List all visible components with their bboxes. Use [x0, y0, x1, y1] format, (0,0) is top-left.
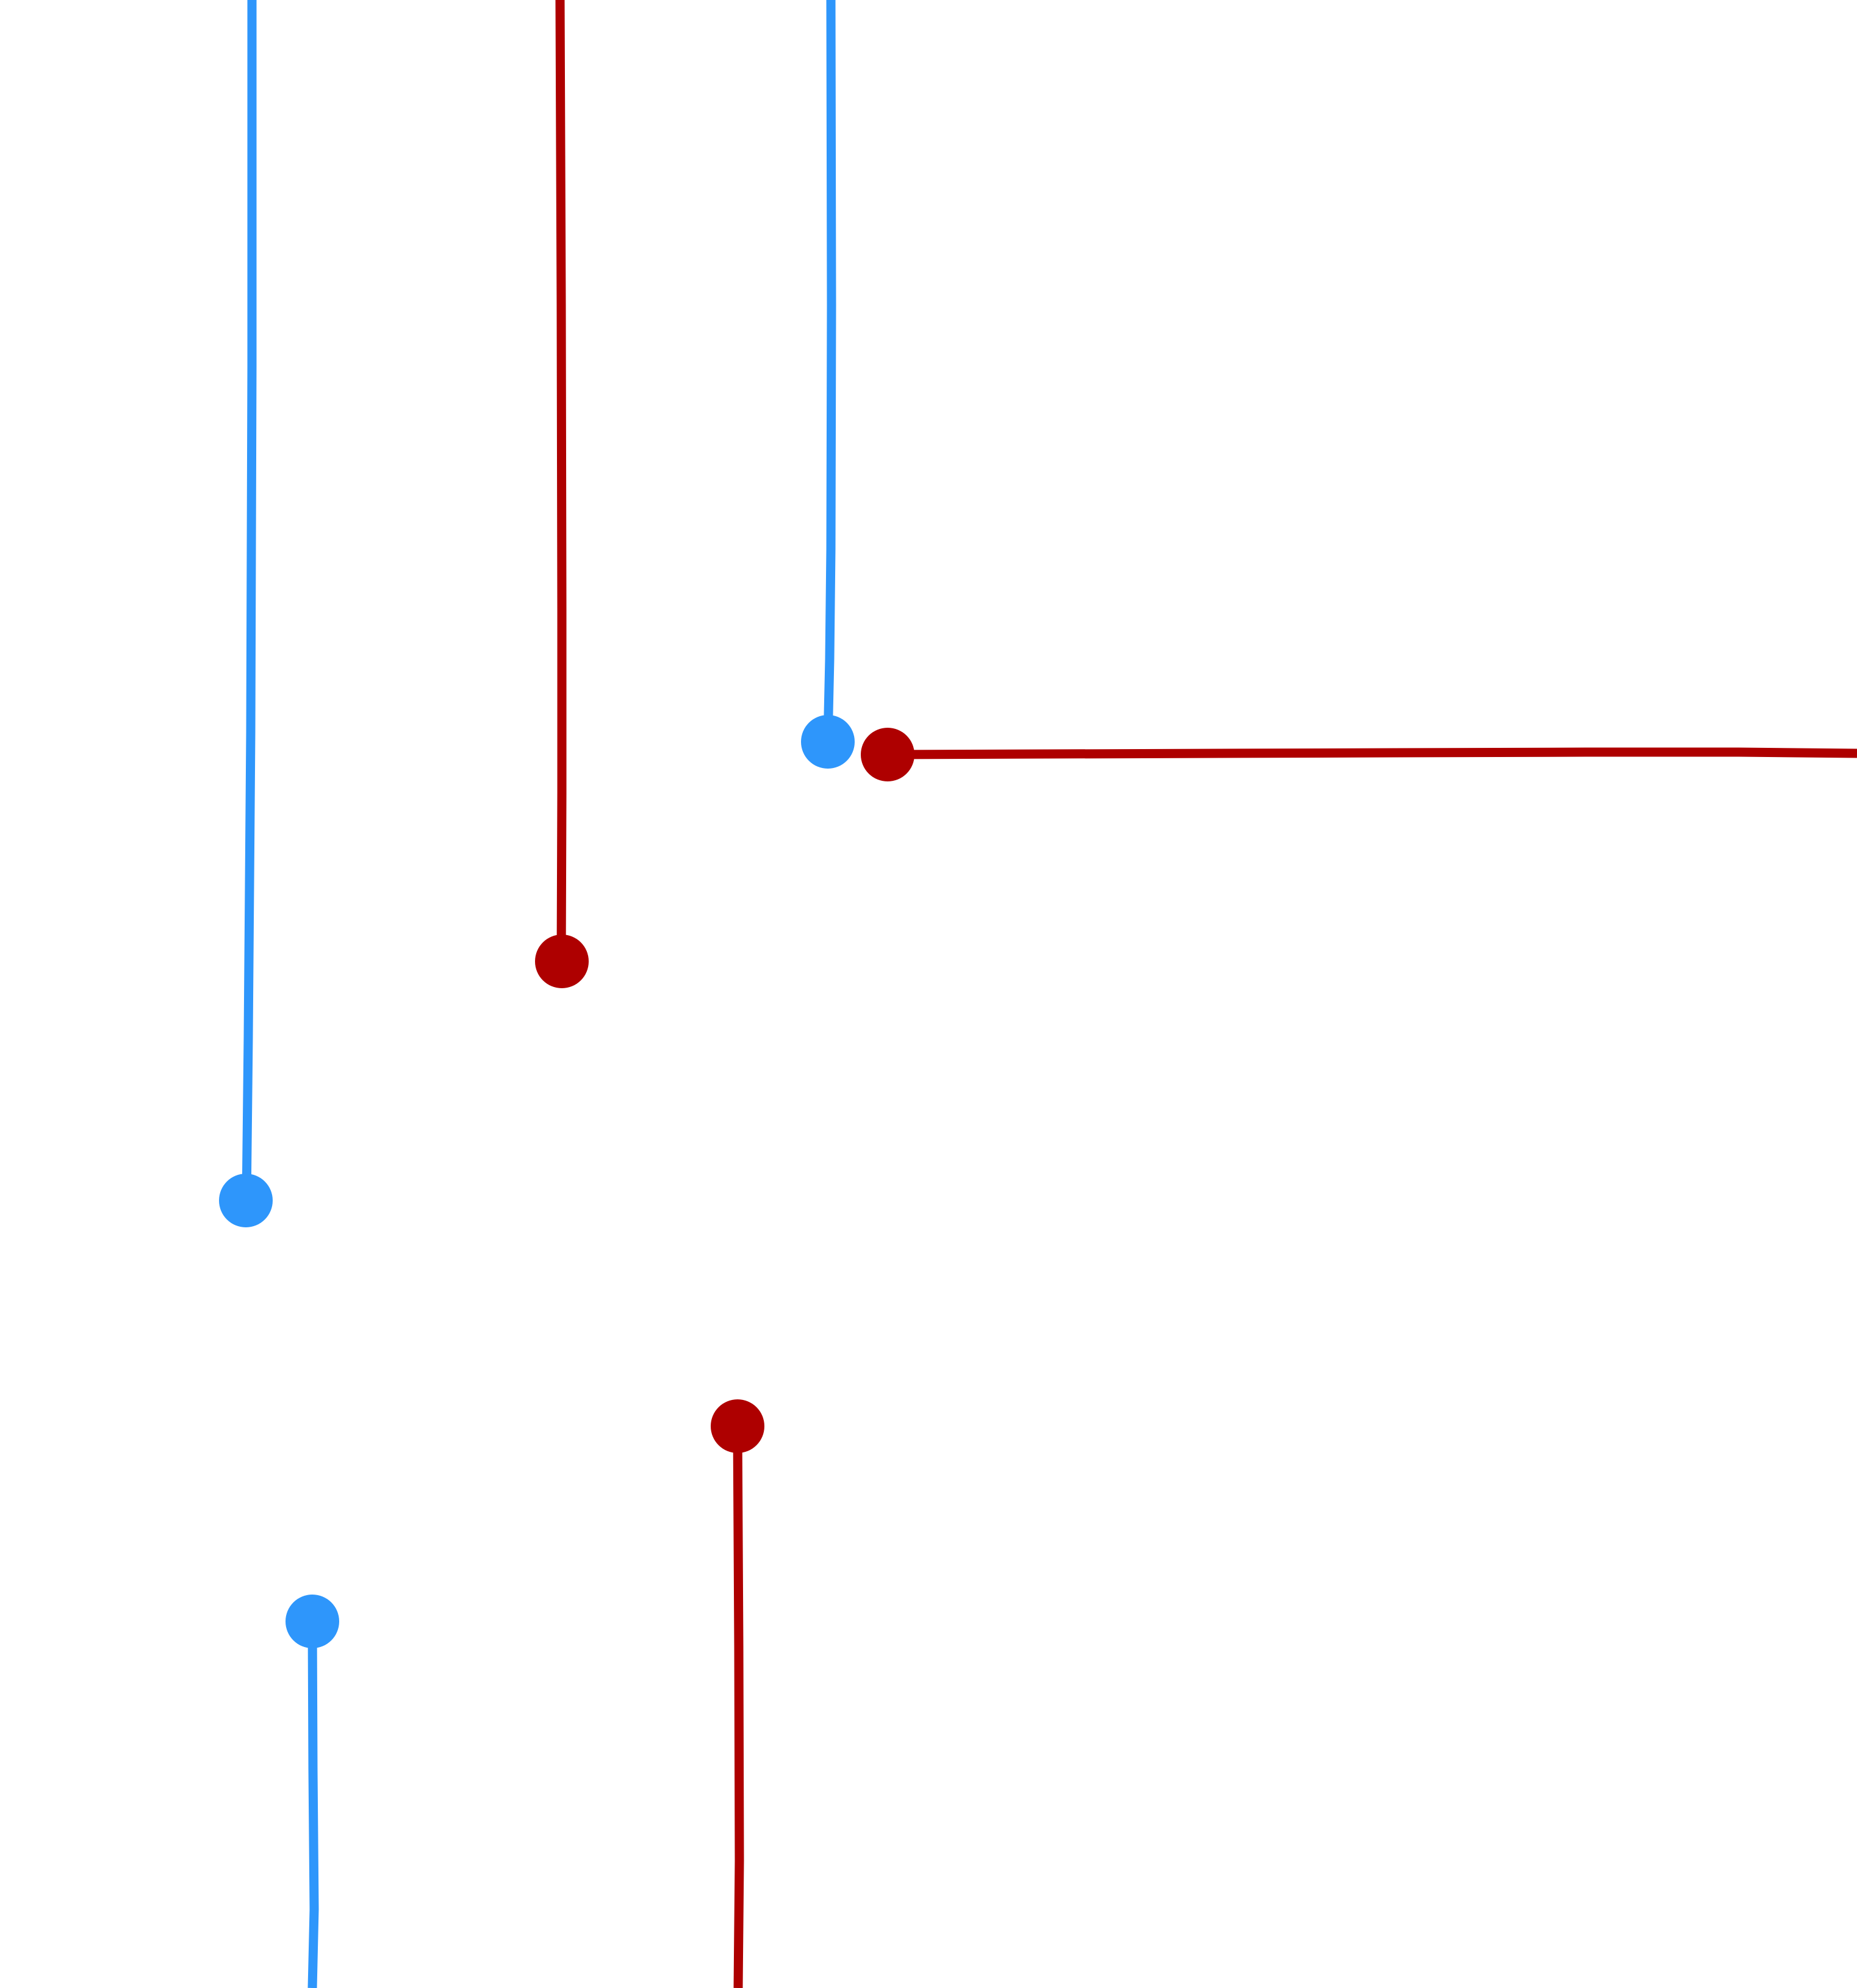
- red-wire-horizontal-endpoint: [861, 728, 914, 781]
- red-wire-horizontal-line: [887, 747, 1857, 759]
- red-wire-bottom: [711, 1399, 764, 1988]
- red-wire-bottom-line: [733, 1426, 744, 1988]
- red-wire-middle-endpoint: [535, 935, 589, 988]
- blue-wire-right-line: [823, 0, 836, 742]
- blue-wire-bottom: [286, 1595, 339, 1988]
- blue-wire-right: [801, 0, 855, 769]
- blue-wire-left-long: [219, 0, 273, 1227]
- blue-wire-left-long-endpoint: [219, 1174, 273, 1227]
- red-wire-bottom-endpoint: [711, 1399, 764, 1453]
- blue-wire-right-endpoint: [801, 715, 855, 769]
- red-wire-horizontal: [861, 728, 1857, 781]
- red-wire-middle-line: [555, 0, 567, 962]
- blue-wire-bottom-endpoint: [286, 1595, 339, 1648]
- blue-wire-left-long-line: [242, 0, 257, 1201]
- red-wire-middle: [535, 0, 589, 988]
- blue-wire-bottom-line: [307, 1621, 319, 1988]
